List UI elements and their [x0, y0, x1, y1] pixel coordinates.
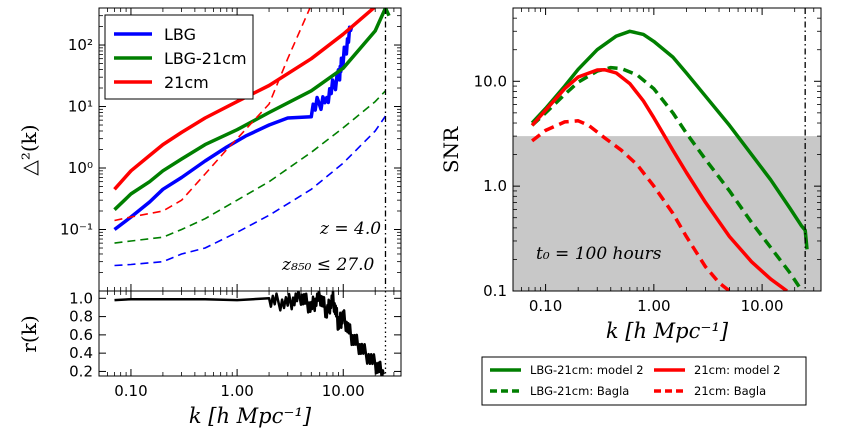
snr-ylabel: SNR — [439, 126, 463, 173]
ytick-label: 1.0 — [69, 289, 93, 307]
legend-label-lbg-21cm: LBG-21cm — [164, 49, 247, 68]
ytick-label: 10.0 — [474, 72, 507, 90]
legend-label-lbg21-bagla: LBG-21cm: Bagla — [530, 384, 629, 398]
right-legend: LBG-21cm: model 2 21cm: model 2 LBG-21cm… — [481, 356, 807, 406]
ytick-label: 0.2 — [69, 362, 93, 380]
legend-label-21cm-model2: 21cm: model 2 — [694, 363, 780, 377]
ytick-label: 10² — [68, 36, 93, 54]
ytick-label: 10⁰ — [68, 159, 93, 177]
cross-correlation-ylabel: r(k) — [17, 315, 41, 352]
xtick-label: 0.10 — [529, 297, 562, 315]
series-r-k- — [114, 291, 385, 376]
legend-label-lbg21-model2: LBG-21cm: model 2 — [530, 363, 644, 377]
ytick-label: 1.0 — [483, 177, 507, 195]
xtick-label: 1.00 — [220, 382, 253, 400]
series-lbg-dashed — [114, 115, 387, 267]
series-lbg-21cm-model-2 — [530, 29, 809, 250]
xtick-label: 10.00 — [741, 297, 784, 315]
snr-shaded-region — [513, 136, 821, 291]
power-spectrum-yticks: 10⁻¹ 10⁰ 10¹ 10² — [60, 15, 401, 273]
legend-label-lbg: LBG — [164, 25, 196, 44]
ytick-label: 10⁻¹ — [60, 221, 93, 239]
ytick-label: 0.6 — [69, 326, 93, 344]
series-lbg — [113, 25, 354, 231]
cross-correlation-yticks: 0.20.40.60.81.0 — [69, 289, 401, 380]
xtick-label: 0.10 — [114, 382, 147, 400]
power-spectrum-series — [113, 8, 391, 267]
series-21cm-model-2 — [530, 67, 789, 291]
power-spectrum-xticks — [107, 8, 395, 291]
legend-label-21cm: 21cm — [164, 73, 209, 92]
xtick-label: 1.00 — [637, 297, 670, 315]
series-lbg-21cm — [113, 8, 391, 211]
snr-frame — [512, 7, 822, 292]
series-lbg-21cm-dashed — [114, 90, 387, 244]
z-annotation: z = 4.0 — [319, 219, 381, 239]
snr-series — [530, 29, 809, 291]
snr-xticks: 0.10 1.00 10.00 — [521, 8, 815, 315]
zmag-annotation: z₈₅₀ ≤ 27.0 — [281, 255, 374, 275]
left-legend: LBG LBG-21cm 21cm — [104, 14, 254, 100]
series-21cm — [113, 8, 377, 191]
series-21cm-dashed — [114, 8, 311, 222]
right-xlabel: k [h Mpc⁻¹] — [606, 319, 729, 343]
ytick-label: 0.4 — [69, 344, 93, 362]
left-xlabel: k [h Mpc⁻¹] — [189, 404, 312, 428]
right-legend-box — [481, 356, 807, 406]
cross-correlation-series — [114, 291, 385, 376]
power-spectrum-ylabel: △²(k) — [17, 124, 41, 175]
t0-annotation: t₀ = 100 hours — [536, 244, 662, 264]
snr-panel: 0.11.010.0 0.10 1.00 10.00 t₀ = 100 hours … — [439, 7, 822, 343]
ytick-label: 0.8 — [69, 308, 93, 326]
xtick-label: 10.00 — [322, 382, 365, 400]
series-21cm-bagla — [531, 119, 731, 291]
ytick-label: 10¹ — [68, 98, 93, 116]
cross-correlation-panel: 0.20.40.60.81.0 0.10 1.00 10.00 r(k) k [h … — [17, 289, 402, 428]
cross-correlation-frame — [98, 290, 402, 377]
series-lbg-21cm-bagla — [530, 65, 805, 291]
cross-correlation-xticks: 0.10 1.00 10.00 — [107, 291, 395, 400]
ytick-label: 0.1 — [483, 282, 507, 300]
legend-label-21cm-bagla: 21cm: Bagla — [694, 384, 766, 398]
